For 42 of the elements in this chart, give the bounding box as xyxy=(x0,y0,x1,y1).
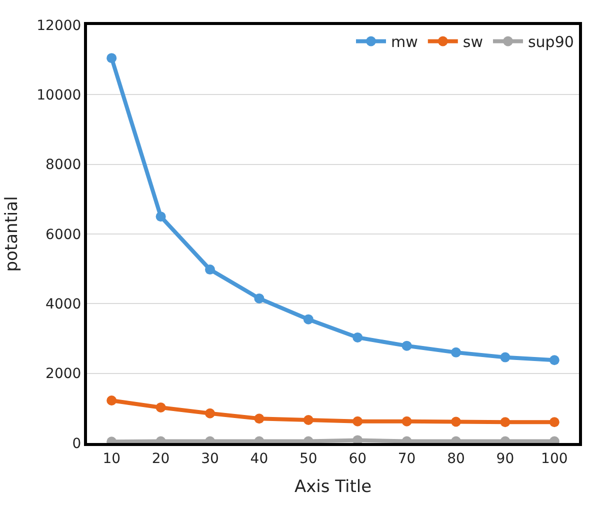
y-tick-label: 4000 xyxy=(46,296,82,313)
point xyxy=(303,314,314,324)
point xyxy=(451,416,461,427)
point xyxy=(303,415,314,426)
point xyxy=(451,347,461,358)
x-tick-label: 30 xyxy=(201,450,219,467)
point xyxy=(402,340,412,351)
point xyxy=(500,417,510,428)
point xyxy=(549,355,560,366)
point xyxy=(352,332,363,342)
y-tick-label: 10000 xyxy=(36,88,82,104)
point xyxy=(156,212,166,222)
x-tick-label: 70 xyxy=(398,450,416,467)
y-tick-label: 2000 xyxy=(46,366,82,382)
x-axis-title: Axis Title xyxy=(294,477,372,498)
y-tick-label: 12000 xyxy=(36,18,82,34)
point xyxy=(254,414,264,424)
point xyxy=(549,417,560,428)
point xyxy=(352,416,363,426)
y-tick-label: 8000 xyxy=(46,157,82,174)
point xyxy=(254,293,264,304)
x-tick-label: 40 xyxy=(250,450,268,467)
x-tick-label: 50 xyxy=(299,450,318,467)
point xyxy=(402,416,412,426)
y-axis-title: potantial xyxy=(2,196,22,272)
y-tick-label: 6000 xyxy=(46,226,82,243)
point xyxy=(106,53,117,64)
x-tick-label: 60 xyxy=(348,450,367,467)
x-tick-label: 100 xyxy=(541,450,568,467)
y-tick-label: 0 xyxy=(72,436,82,452)
legend-label: sup90 xyxy=(528,33,574,52)
point xyxy=(205,408,215,418)
x-tick-label: 80 xyxy=(447,450,465,467)
legend-label: sw xyxy=(462,33,483,52)
x-tick-label: 20 xyxy=(152,450,170,467)
point xyxy=(106,396,117,406)
point xyxy=(205,264,215,275)
point xyxy=(500,352,510,362)
x-tick-label: 90 xyxy=(496,450,514,467)
x-tick-label: 10 xyxy=(102,450,121,467)
legend-label: mw xyxy=(391,33,418,52)
point xyxy=(156,402,166,412)
